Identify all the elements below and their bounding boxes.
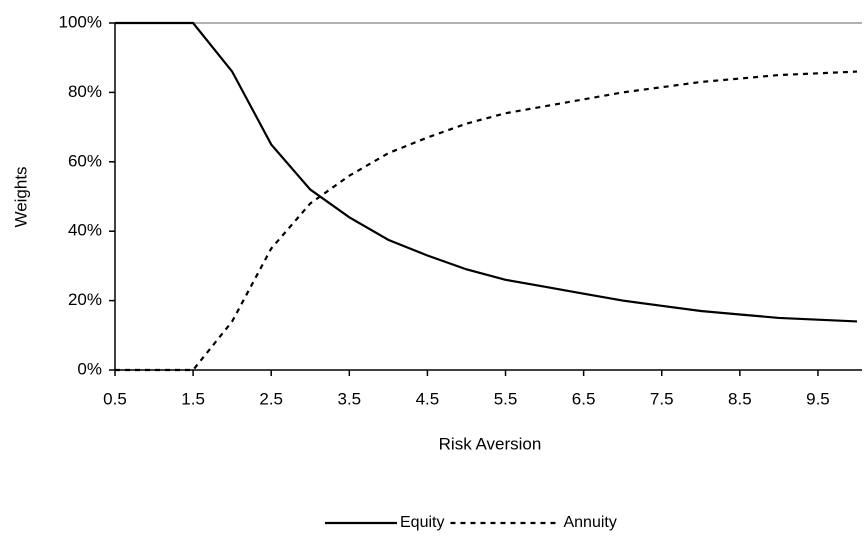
y-axis-title: Weights: [11, 166, 30, 227]
y-tick-label: 40%: [68, 221, 102, 240]
legend-label: Equity: [400, 514, 444, 531]
x-tick-label: 7.5: [650, 389, 674, 408]
x-tick-label: 4.5: [416, 389, 440, 408]
y-tick-label: 60%: [68, 151, 102, 170]
line-series: [115, 21, 858, 323]
x-tick-label: 8.5: [728, 389, 752, 408]
legend-label: Annuity: [563, 514, 616, 531]
x-tick-label: 6.5: [572, 389, 596, 408]
y-tick-label: 0%: [77, 359, 102, 378]
line-series: [115, 70, 858, 372]
x-tick-label: 1.5: [181, 389, 205, 408]
x-tick-label: 9.5: [806, 389, 830, 408]
y-tick-label: 100%: [59, 12, 102, 31]
x-axis-title: Risk Aversion: [439, 434, 542, 453]
x-tick-label: 0.5: [103, 389, 127, 408]
y-tick-label: 80%: [68, 82, 102, 101]
x-tick-label: 5.5: [494, 389, 518, 408]
x-tick-label: 2.5: [259, 389, 283, 408]
x-tick-label: 3.5: [337, 389, 361, 408]
y-tick-label: 20%: [68, 290, 102, 309]
